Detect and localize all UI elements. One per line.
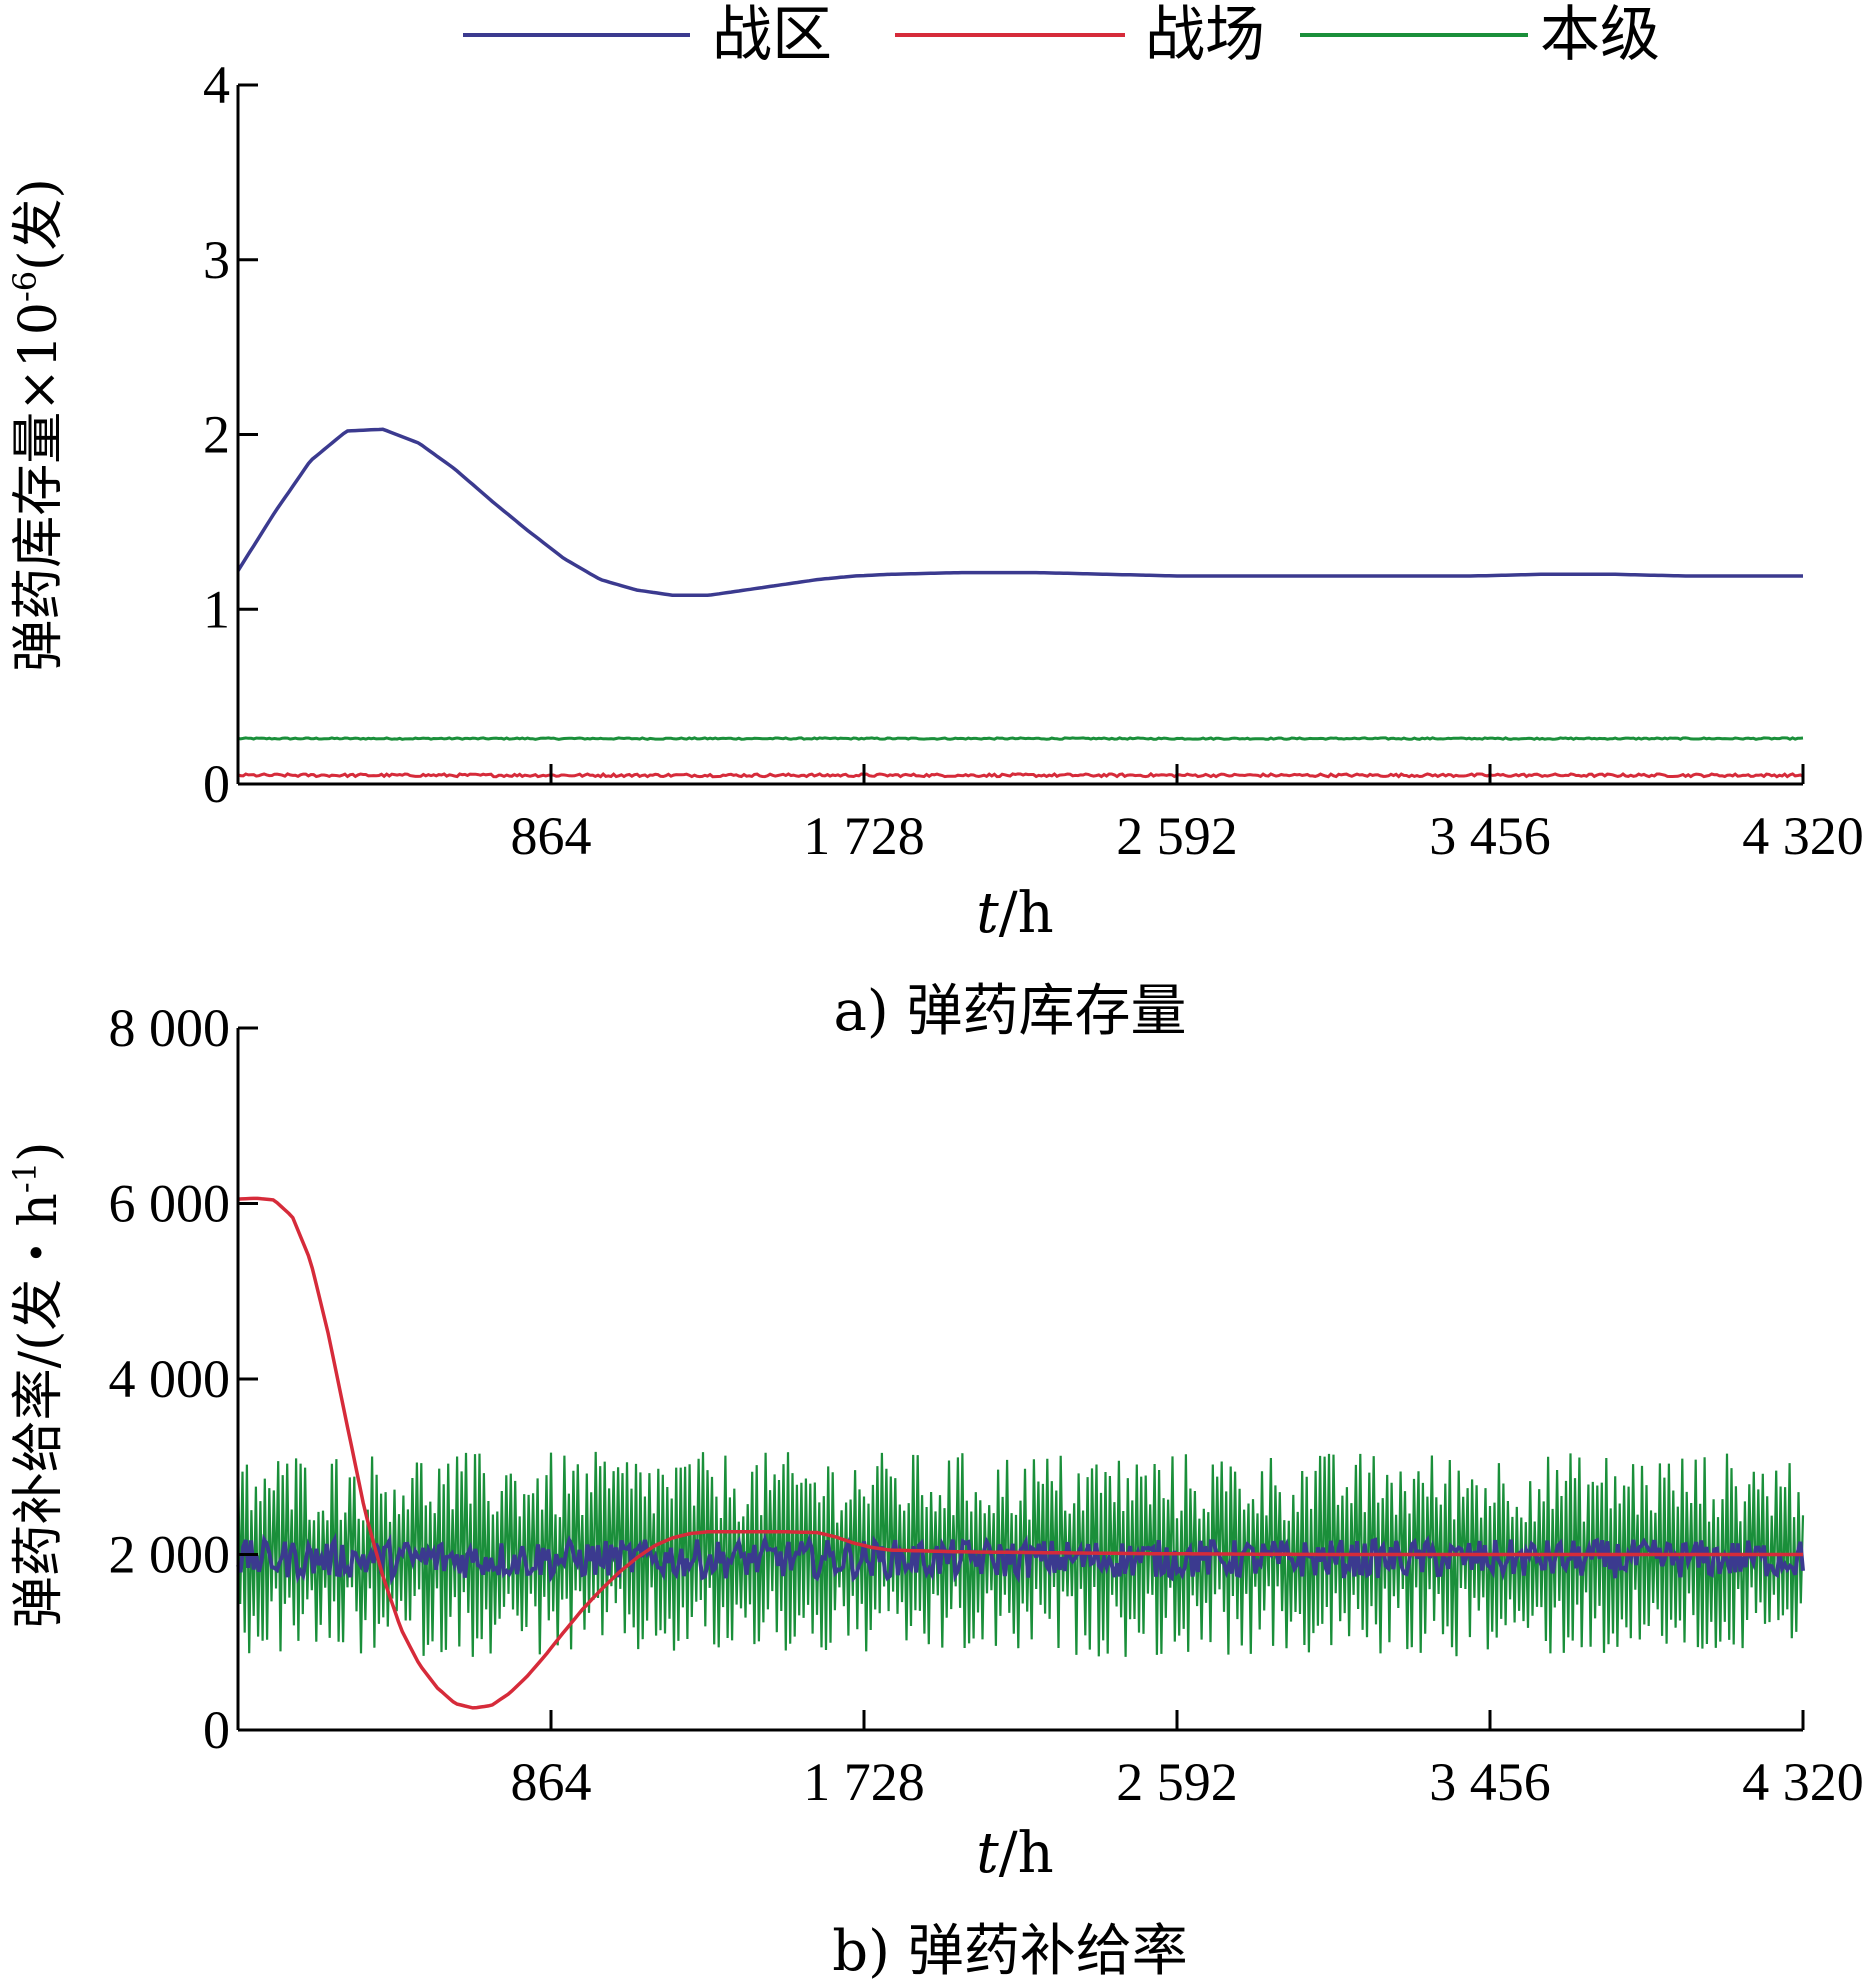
legend-label-theater: 战区 <box>712 0 832 70</box>
chart-b-x-tick-label: 2 592 <box>1116 1752 1238 1812</box>
legend-label-local: 本级 <box>1540 0 1660 70</box>
chart-a-y-tick-label: 0 <box>203 754 230 814</box>
chart-b-series-战场 <box>237 1196 1803 1710</box>
chart-b-y-tick-label: 6 000 <box>109 1174 231 1234</box>
legend-label-battlefield: 战场 <box>1145 0 1265 70</box>
legend: 战区 战场 本级 <box>463 0 1660 70</box>
chart-b-y-tick-label: 2 000 <box>109 1525 231 1585</box>
chart-b-series-战区 <box>236 1532 1805 1586</box>
chart-a-x-tick-label: 2 592 <box>1116 806 1238 866</box>
chart-b-ylabel: 弹药补给率/(发・h-1) <box>6 1142 69 1629</box>
chart-a-series-战区 <box>236 427 1803 598</box>
chart-b-axes: 0 2 000 4 000 6 000 8 000 864 1 728 2 592 3 456 4… <box>109 998 1864 1812</box>
chart-b-y-tick-label: 8 000 <box>109 998 231 1058</box>
chart-a-axes: 0 1 2 3 4 864 1 728 2 592 3 456 4 320 <box>203 55 1864 866</box>
chart-a-plot <box>236 427 1804 779</box>
chart-a-series-本级 <box>237 736 1804 741</box>
chart-b-x-tick-label: 864 <box>511 1752 592 1812</box>
chart-b-caption: b) 弹药补给率 <box>832 1919 1188 1983</box>
chart-a-xlabel: t/h <box>976 881 1053 946</box>
chart-a-y-tick-label: 4 <box>203 55 230 115</box>
chart-b-x-tick-label: 3 456 <box>1429 1752 1551 1812</box>
chart-a-y-tick-label: 3 <box>203 230 230 290</box>
chart-a-y-tick-label: 2 <box>203 405 230 465</box>
chart-b-y-tick-label: 0 <box>203 1700 230 1760</box>
chart-b-y-tick-label: 4 000 <box>109 1349 231 1409</box>
chart-b-series-本级 <box>236 1451 1805 1657</box>
chart-a-x-tick-label: 864 <box>511 806 592 866</box>
chart-b-x-tick-label: 4 320 <box>1742 1752 1864 1812</box>
chart-a-x-tick-label: 1 728 <box>803 806 925 866</box>
chart-a-series-战场 <box>237 771 1804 779</box>
chart-b-plot <box>236 1196 1805 1710</box>
chart-a-caption: a) 弹药库存量 <box>833 979 1186 1044</box>
chart-a-ylabel: 弹药库存量×10-6(发) <box>6 178 69 672</box>
chart-a: 0 1 2 3 4 864 1 728 2 592 3 456 4 320 a) 弹药库存量 t/… <box>6 55 1864 1044</box>
chart-b-xlabel: t/h <box>976 1821 1053 1886</box>
chart-b-x-tick-label: 1 728 <box>803 1752 925 1812</box>
chart-b: 0 2 000 4 000 6 000 8 000 864 1 728 2 592 3 456 4… <box>6 998 1864 1983</box>
chart-a-x-tick-label: 4 320 <box>1742 806 1864 866</box>
chart-a-y-tick-label: 1 <box>203 579 230 639</box>
chart-a-x-tick-label: 3 456 <box>1429 806 1551 866</box>
